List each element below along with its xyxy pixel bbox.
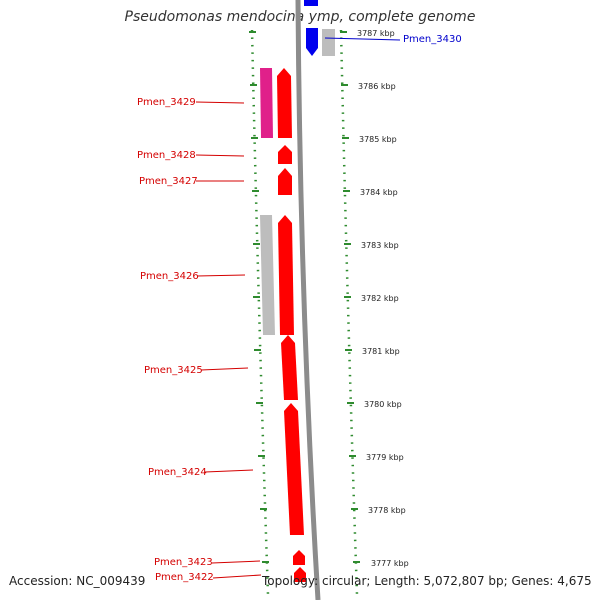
gene-pmen_3427[interactable]: Pmen_3427 [139,168,292,195]
tick-rails [250,29,359,596]
gene-pmen_3423[interactable]: Pmen_3423 [154,550,305,568]
gene-label-pmen_3428[interactable]: Pmen_3428 [137,150,196,161]
kbp-label: 3781 kbp [362,347,400,356]
gene-leader-line [195,154,245,157]
gene-pmen_3429[interactable]: Pmen_3429 [137,68,292,138]
kbp-labels: 3787 kbp 3786 kbp 3785 kbp 3784 kbp 3783… [357,29,409,568]
major-ticks [249,31,360,563]
gene-leader-line [196,274,246,277]
kbp-label: 3780 kbp [364,400,402,409]
kbp-label: 3784 kbp [360,188,398,197]
gene-arrow-pmen_3426[interactable] [278,215,294,335]
gene-leader-line [200,367,249,371]
gene-leader-line [212,574,262,579]
gene-label-pmen_3429[interactable]: Pmen_3429 [137,97,196,108]
kbp-label: 3783 kbp [361,241,399,250]
gene-label-pmen_3422[interactable]: Pmen_3422 [155,572,214,583]
kbp-label: 3782 kbp [361,294,399,303]
chromosome-backbone [295,0,321,600]
gene-label-pmen_3423[interactable]: Pmen_3423 [154,557,213,568]
kbp-label: 3777 kbp [371,559,409,568]
gene-leader-line [204,469,254,473]
gene-arrow-pmen_3424[interactable] [284,403,304,535]
gene-arrow-pmen_3423[interactable] [293,550,305,565]
gene-arrow-pmen_3425[interactable] [281,335,298,400]
feature-bar-magenta [260,68,273,138]
gene-leader-line [211,560,261,564]
feature-track [260,29,335,335]
gene-pmen_3426[interactable]: Pmen_3426 [140,215,294,335]
gene-leader-line [195,101,245,104]
gene-arrow-pmen_3430[interactable] [306,28,318,56]
feature-bar-gray [260,215,275,335]
gene-label-pmen_3426[interactable]: Pmen_3426 [140,271,199,282]
gene-label-pmen_3424[interactable]: Pmen_3424 [148,467,207,478]
gene-pmen_3422[interactable]: Pmen_3422 [155,567,306,583]
gene-arrow-pmen_3428[interactable] [278,145,292,164]
gene-arrow-fragment [304,0,318,6]
kbp-label: 3785 kbp [359,135,397,144]
kbp-label: 3786 kbp [358,82,396,91]
gene-label-pmen_3425[interactable]: Pmen_3425 [144,365,203,376]
gene-pmen_3424[interactable]: Pmen_3424 [148,403,304,535]
kbp-label: 3787 kbp [357,29,395,38]
gene-pmen_3425[interactable]: Pmen_3425 [144,335,298,400]
gene-arrow-pmen_3422[interactable] [294,567,306,582]
gene-arrow-pmen_3427[interactable] [278,168,292,195]
gene-pmen_3430[interactable]: Pmen_3430 [304,0,462,56]
gene-label-pmen_3430[interactable]: Pmen_3430 [403,34,462,45]
feature-bar-gray [322,29,335,56]
gene-pmen_3428[interactable]: Pmen_3428 [137,145,292,164]
kbp-label: 3779 kbp [366,453,404,462]
topology-text: Topology: circular; Length: 5,072,807 bp… [262,574,592,588]
gene-leader-line [324,37,401,41]
gene-arrow-pmen_3429[interactable] [277,68,292,138]
left-tick-rail [250,29,270,596]
accession-text: Accession: NC_009439 [9,574,146,588]
right-tick-rail [339,29,359,596]
gene-label-pmen_3427[interactable]: Pmen_3427 [139,176,198,187]
kbp-label: 3778 kbp [368,506,406,515]
